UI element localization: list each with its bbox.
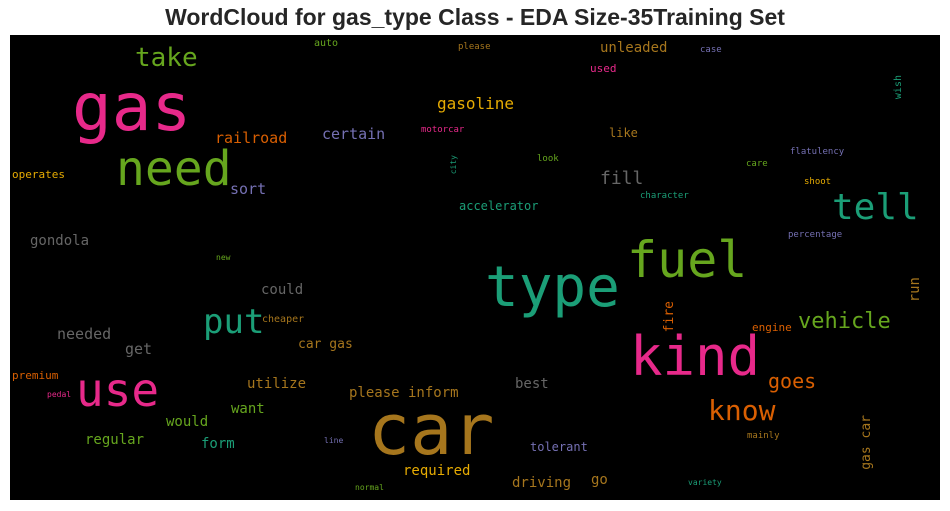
word-fire: fire: [662, 301, 677, 333]
word-could: could: [261, 282, 304, 298]
word-please-inform: please inform: [349, 385, 459, 401]
word-like: like: [609, 126, 638, 140]
word-gas: gas: [72, 69, 192, 146]
word-variety: variety: [688, 478, 722, 487]
word-would: would: [166, 414, 209, 430]
word-goes: goes: [768, 369, 817, 393]
word-need: need: [116, 141, 232, 197]
word-character: character: [640, 191, 689, 201]
word-used: used: [590, 62, 617, 75]
word-required: required: [403, 463, 471, 479]
word-accelerator: accelerator: [459, 199, 539, 213]
word-go: go: [591, 472, 608, 488]
word-kind: kind: [630, 325, 761, 388]
word-tolerant: tolerant: [530, 440, 588, 454]
word-engine: engine: [752, 321, 792, 334]
word-needed: needed: [57, 325, 112, 343]
word-operates: operates: [12, 168, 65, 181]
word-driving: driving: [512, 475, 572, 491]
chart-title: WordCloud for gas_type Class - EDA Size-…: [165, 4, 785, 30]
word-car: car: [368, 389, 495, 471]
word-get: get: [125, 340, 153, 358]
word-run: run: [907, 277, 923, 303]
word-mainly: mainly: [747, 431, 780, 441]
word-gas-car: gas car: [859, 415, 874, 470]
word-type: type: [485, 255, 620, 320]
word-take: take: [135, 43, 198, 73]
word-want: want: [231, 401, 265, 417]
word-new: new: [216, 253, 231, 262]
word-normal: normal: [355, 483, 384, 492]
word-line: line: [324, 436, 344, 445]
word-percentage: percentage: [788, 230, 843, 240]
word-form: form: [201, 436, 235, 452]
word-know: know: [708, 394, 776, 427]
word-cheaper: cheaper: [262, 314, 305, 325]
word-certain: certain: [322, 125, 386, 143]
word-shoot: shoot: [804, 177, 832, 187]
word-railroad: railroad: [215, 129, 288, 147]
word-please: please: [458, 42, 491, 52]
word-flatulency: flatulency: [790, 147, 845, 157]
word-car-gas: car gas: [298, 337, 353, 352]
word-gondola: gondola: [30, 233, 90, 249]
word-motorcar: motorcar: [421, 125, 465, 135]
wordcloud-canvas: car gas type kind fuel need use tell put know take…: [10, 35, 940, 500]
word-auto: auto: [314, 38, 339, 49]
word-unleaded: unleaded: [600, 40, 668, 56]
word-best: best: [515, 376, 549, 392]
word-sort: sort: [230, 180, 267, 198]
word-fuel: fuel: [627, 231, 748, 289]
word-put: put: [203, 302, 265, 342]
word-look: look: [537, 154, 559, 164]
word-city: city: [449, 155, 458, 175]
word-premium: premium: [12, 369, 59, 382]
word-case: case: [700, 45, 722, 55]
word-gasoline: gasoline: [437, 94, 515, 113]
word-utilize: utilize: [247, 376, 307, 392]
word-regular: regular: [85, 432, 145, 448]
word-vehicle: vehicle: [798, 309, 891, 334]
word-tell: tell: [832, 187, 919, 228]
word-pedal: pedal: [47, 390, 72, 399]
word-fill: fill: [600, 168, 644, 189]
word-use: use: [76, 363, 160, 417]
word-care: care: [746, 159, 768, 169]
word-wish: wish: [893, 75, 904, 100]
